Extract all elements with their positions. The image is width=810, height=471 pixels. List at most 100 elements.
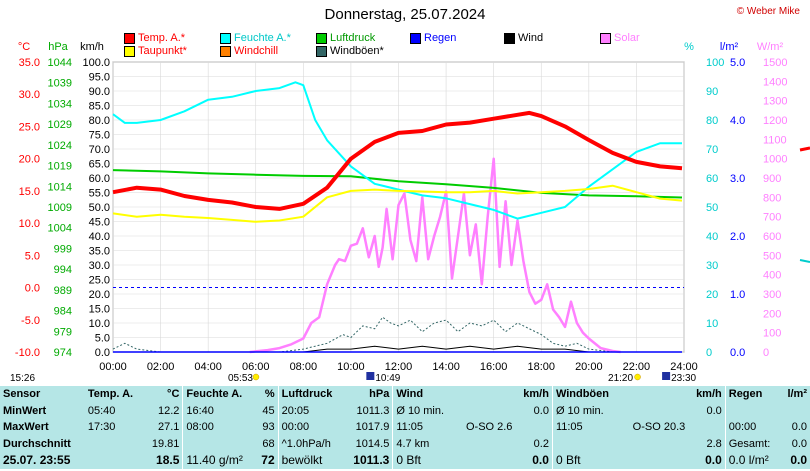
- legend-swatch: [220, 32, 231, 44]
- cell-feuchte: 45: [255, 402, 279, 419]
- series-line-taupunkt: [112, 184, 683, 223]
- axis-tick-solar: 300: [763, 289, 781, 301]
- axis-tick-pressure: 1034: [48, 98, 72, 110]
- axis-tick-time: 02:00: [147, 361, 175, 373]
- legend-label: Taupunkt*: [138, 45, 187, 57]
- axis-tick-wind: 45.0: [89, 217, 110, 229]
- axis-tick-wind: 90.0: [89, 86, 110, 98]
- cell-boeen: 0.0: [688, 452, 726, 469]
- legend-item-temp: Temp. A.*: [124, 32, 185, 44]
- axes-layer: °C 35.0 30.0 25.0 20.0 15.0 10.0 5.0 0.0 -5.0 -10.…: [10, 41, 810, 384]
- cell-regen-time: 00:00: [728, 421, 757, 434]
- axis-tick-solar: 0: [763, 347, 769, 359]
- axis-tick-temp: 20.0: [19, 154, 40, 166]
- axis-tick-wind: 5.0: [95, 333, 110, 345]
- sunrise-time: 05:53: [228, 373, 253, 384]
- cell-regen: 0.0: [790, 453, 807, 468]
- axis-tick-wind: 25.0: [89, 275, 110, 287]
- hdr-boeen-unit: km/h: [688, 386, 726, 403]
- cell-boeen-dir: O-SO 20.3: [632, 421, 686, 434]
- legend-label: Solar: [614, 32, 640, 44]
- axis-tick-wind: 35.0: [89, 246, 110, 258]
- hdr-regen-unit: l/m²: [787, 388, 807, 401]
- cell-druck-time: 20:05: [281, 404, 310, 417]
- legend-label: Temp. A.*: [138, 32, 186, 44]
- cell-feuchte: 93: [255, 419, 279, 436]
- cell-druck: 1011.3: [343, 402, 394, 419]
- axis-tick-wind: 70.0: [89, 144, 110, 156]
- series-line-solar: [249, 157, 621, 354]
- cell-feuchte-time: 08:00: [186, 421, 214, 434]
- hdr-boeen: Windböen: [555, 388, 609, 401]
- cell-druck-time: 00:00: [281, 421, 310, 434]
- stats-row-max: MaxWert 17:30 27.1 08:00 93 00:00 1017.9…: [0, 419, 810, 436]
- legend-swatch: [124, 45, 135, 57]
- hdr-feuchte-unit: %: [255, 386, 279, 403]
- cell-feuchte: 72: [255, 452, 279, 469]
- axis-tick-pressure: 1004: [48, 223, 72, 235]
- axis-tick-wind: 50.0: [89, 202, 110, 214]
- cell-druck-label: bewölkt: [281, 453, 323, 468]
- axis-tick-pressure: 989: [54, 285, 72, 297]
- cell-regen: 0.0: [791, 437, 807, 450]
- axis-tick-wind: 60.0: [89, 173, 110, 185]
- axis-tick-humidity: 10: [706, 318, 718, 330]
- row-label: 25.07. 23:55: [3, 453, 71, 468]
- cell-wind-dir: O-SO 2.6: [465, 421, 513, 434]
- legend-label: Feuchte A.*: [234, 32, 291, 44]
- cell-boeen: [688, 419, 726, 436]
- hdr-temp-unit: °C: [143, 386, 184, 403]
- axis-tick-humidity: 80: [706, 115, 718, 127]
- stats-header-row: Sensor Temp. A. °C Feuchte A. % Luftdruc…: [0, 386, 810, 403]
- axis-tick-temp: -5.0: [21, 315, 40, 327]
- axis-tick-humidity: 20: [706, 289, 718, 301]
- legend-item-windboeen: Windböen*: [316, 45, 384, 57]
- axis-tick-wind: 55.0: [89, 188, 110, 200]
- row-label: Durchschnitt: [3, 437, 71, 450]
- axis-tick-humidity: 90: [706, 86, 718, 98]
- cell-temp-time: 05:40: [87, 404, 116, 417]
- axis-tick-time: 16:00: [480, 361, 508, 373]
- axis-tick-wind: 15.0: [89, 304, 110, 316]
- cell-regen-label: [725, 403, 780, 420]
- legend-swatch: [410, 32, 421, 44]
- cell-boeen: 2.8: [688, 435, 726, 452]
- copyright: © Weber Mike: [736, 6, 800, 17]
- legend-swatch: [504, 32, 515, 44]
- cell-wind: [515, 419, 553, 436]
- axis-tick-solar: 1500: [763, 57, 787, 69]
- axis-tick-solar: 1400: [763, 76, 787, 88]
- axis-tick-humidity: 30: [706, 260, 718, 272]
- moon-icon: [366, 372, 375, 380]
- series-line-luftdruck: [112, 169, 683, 199]
- cell-temp: 12.2: [143, 402, 184, 419]
- cell-regen: [781, 403, 810, 420]
- axis-tick-time: 14:00: [432, 361, 460, 373]
- cell-feuchte-time: 16:40: [186, 404, 214, 417]
- axis-tick-rain: 1.0: [730, 289, 745, 301]
- axis-tick-wind: 85.0: [89, 101, 110, 113]
- axis-tick-pressure: 1029: [48, 119, 72, 131]
- axis-tick-solar: 700: [763, 212, 781, 224]
- hdr-luftdruck-unit: hPa: [343, 386, 394, 403]
- cell-wind-time: 11:05: [396, 421, 424, 434]
- axis-tick-time: 24:00: [670, 361, 698, 373]
- axis-tick-time: 20:00: [575, 361, 603, 373]
- legend-swatch: [600, 32, 611, 44]
- moon-time-left: 15:26: [10, 373, 35, 384]
- axis-tick-rain: 3.0: [730, 173, 745, 185]
- hdr-wind-unit: km/h: [515, 386, 553, 403]
- axis-tick-rain: 0.0: [730, 347, 745, 359]
- axis-tick-temp: 35.0: [19, 57, 40, 69]
- axis-tick-wind: 80.0: [89, 115, 110, 127]
- axis-unit-pressure: hPa: [48, 41, 68, 53]
- legend-label: Luftdruck: [330, 32, 376, 44]
- axis-tick-temp: 25.0: [19, 121, 40, 133]
- legend-label: Windchill: [234, 45, 279, 57]
- axis-tick-pressure: 1014: [48, 181, 72, 193]
- axis-tick-humidity: 50: [706, 202, 718, 214]
- cell-wind-label: Ø 10 min.: [396, 404, 445, 417]
- legend-item-wind: Wind: [504, 32, 543, 44]
- hdr-sensor: Sensor: [3, 388, 41, 401]
- axis-unit-wind: km/h: [80, 41, 104, 53]
